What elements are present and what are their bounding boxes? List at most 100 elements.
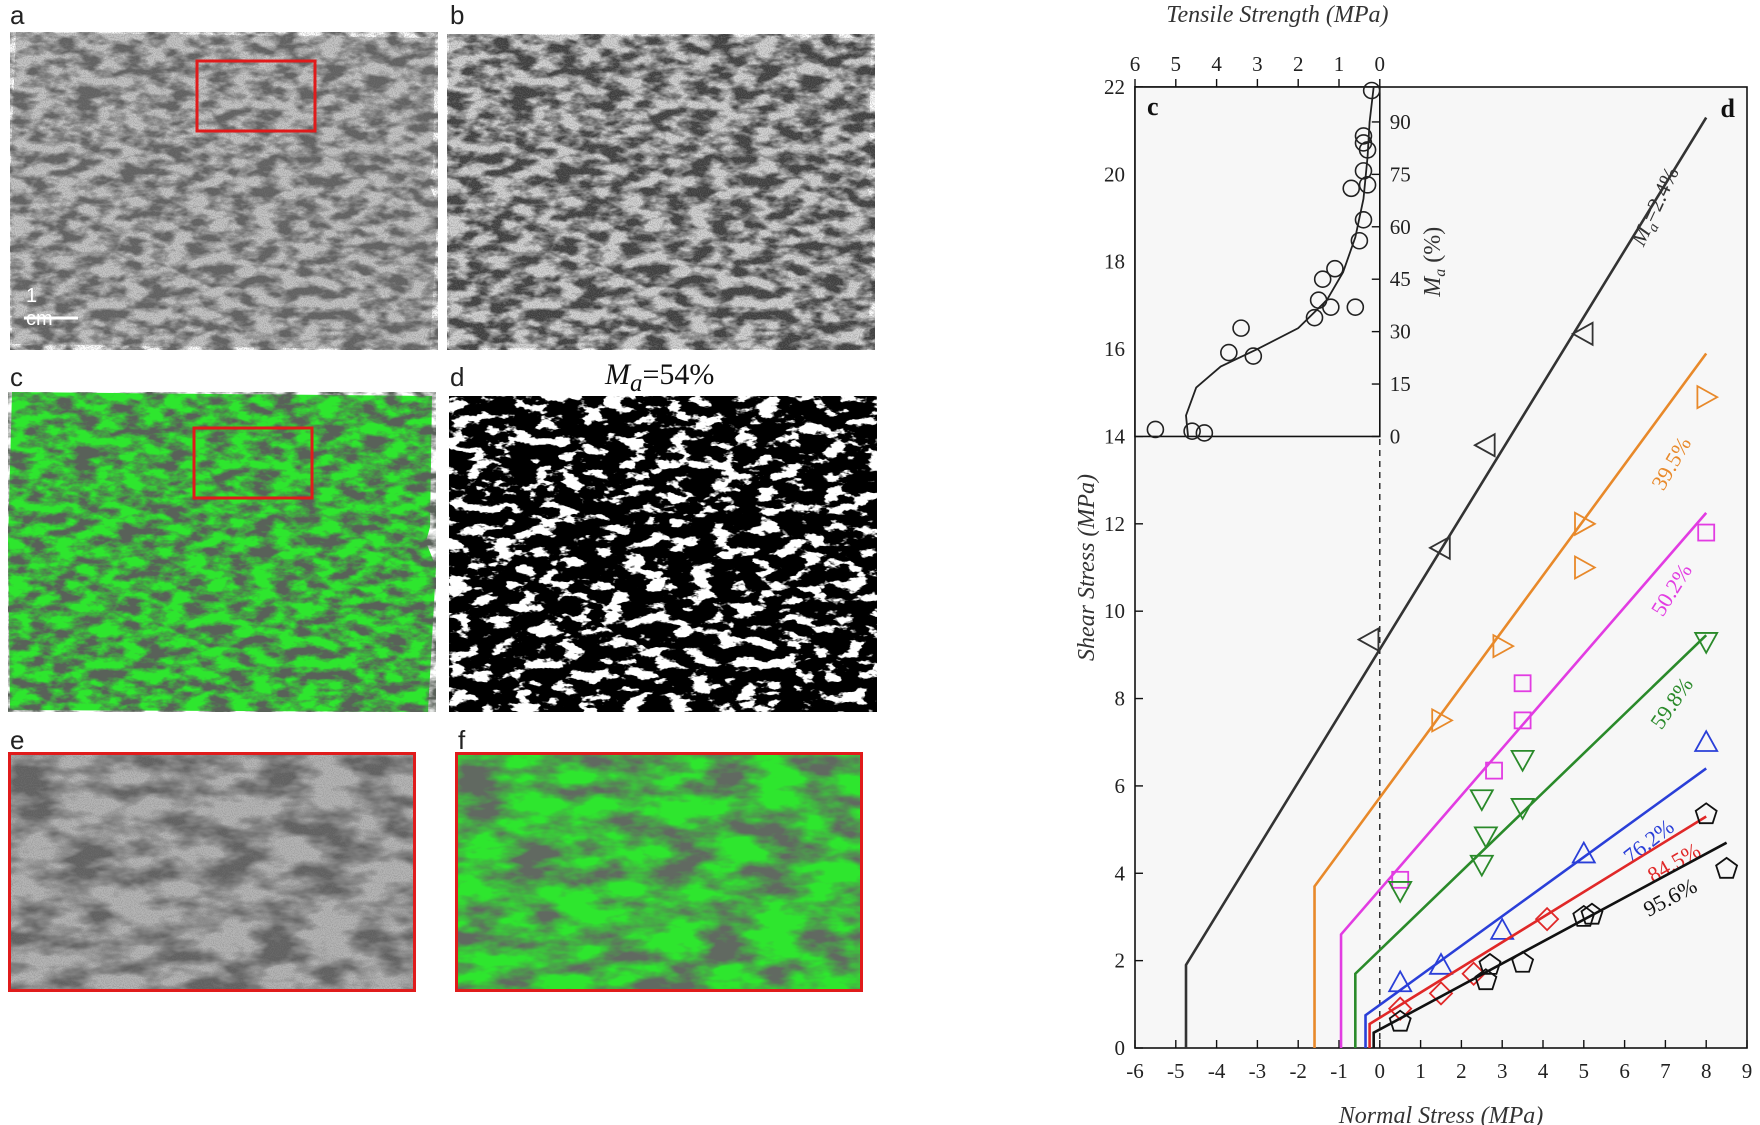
inset-x-tick-label: 6	[1130, 52, 1141, 76]
data-point	[1580, 902, 1604, 925]
panel-label-f: f	[458, 725, 466, 755]
inset-data-point	[1326, 259, 1344, 278]
highlight-box	[192, 426, 314, 500]
zoom-photo-f	[455, 752, 863, 992]
data-point	[1572, 904, 1596, 927]
inset-x-tick-label: 0	[1375, 52, 1386, 76]
inset-data-point	[1362, 81, 1381, 100]
data-point	[1478, 952, 1502, 975]
data-point	[1571, 840, 1597, 864]
highlight-box	[195, 59, 317, 133]
data-point	[1510, 750, 1536, 773]
inset-y-axis-unit: (%)	[1420, 227, 1446, 269]
data-point	[1513, 711, 1532, 730]
inset-data-point	[1354, 210, 1373, 229]
data-point	[1356, 627, 1380, 653]
data-point	[1485, 761, 1503, 780]
inset-y-tick-label: 90	[1390, 110, 1411, 134]
fit-line	[1364, 767, 1707, 1048]
inset-x-tick-label: 5	[1171, 52, 1182, 76]
x-tick-label: 6	[1619, 1059, 1630, 1083]
inset-y-axis-symbol: M	[1420, 275, 1446, 298]
inset-y-axis-title: Ma (%)	[1420, 227, 1449, 298]
data-point	[1574, 511, 1597, 537]
y-tick-label: 6	[1115, 774, 1126, 798]
segmented-photo-c	[8, 392, 438, 714]
binary-photo-d	[447, 392, 877, 714]
panel-label-c: c	[10, 362, 23, 392]
data-point	[1574, 554, 1597, 581]
inset-y-tick-label: 60	[1390, 215, 1411, 239]
y-tick-label: 2	[1115, 949, 1126, 973]
data-point	[1461, 961, 1486, 987]
data-point	[1693, 632, 1719, 655]
data-point	[1469, 854, 1495, 878]
data-point	[1431, 707, 1454, 733]
x-tick-label: 4	[1538, 1059, 1549, 1083]
inset-data-point	[1313, 270, 1332, 289]
data-point	[1428, 981, 1454, 1006]
fit-line	[1184, 116, 1708, 1048]
inset-data-point	[1146, 420, 1165, 439]
data-point	[1513, 674, 1532, 693]
y-tick-label: 14	[1104, 424, 1126, 448]
inset-y-tick-label: 45	[1390, 267, 1411, 291]
inset-data-point	[1354, 134, 1373, 152]
inset-y-axis-subscript: a	[1432, 269, 1449, 277]
x-tick-label: -4	[1208, 1059, 1226, 1083]
data-point	[1387, 969, 1413, 993]
panel-label-a: a	[10, 0, 25, 30]
y-tick-label: 16	[1104, 337, 1125, 361]
data-point	[1511, 950, 1535, 973]
inset-data-point	[1220, 343, 1238, 362]
inset-data-point	[1183, 422, 1201, 441]
inset-data-point	[1195, 424, 1214, 442]
x-tick-label: -6	[1126, 1059, 1144, 1083]
y-tick-label: 4	[1115, 861, 1126, 885]
x-tick-label: -3	[1249, 1059, 1267, 1083]
panel-label-e: e	[10, 725, 25, 755]
data-point	[1473, 826, 1499, 849]
inset-y-tick-label: 75	[1390, 162, 1411, 186]
data-point	[1391, 870, 1410, 889]
x-tick-label: 0	[1375, 1059, 1386, 1083]
inset-x-tick-label: 1	[1334, 52, 1345, 76]
inset-x-axis-title: Tensile Strength (MPa)	[1166, 2, 1388, 28]
data-point	[1473, 432, 1496, 458]
shear-stress-chart: -6 -5 -4 -3 -2 -1 0 1 2 3 4 5 6 7 8 9024681012141618202…	[1074, 2, 1753, 1125]
y-tick-label: 18	[1104, 250, 1125, 274]
rock-photo-a	[10, 32, 440, 352]
inset-x-tick-label: 2	[1293, 52, 1304, 76]
data-point	[1694, 802, 1718, 825]
data-point	[1428, 535, 1451, 561]
ma-subscript: a	[630, 370, 643, 397]
inset-panel-label-c: c	[1147, 92, 1159, 121]
x-tick-label: 5	[1579, 1059, 1590, 1083]
inset-data-point	[1232, 319, 1250, 337]
fit-line	[1368, 815, 1707, 1048]
x-tick-label: 3	[1497, 1059, 1508, 1083]
fit-line	[1339, 512, 1708, 1048]
data-point	[1534, 906, 1560, 932]
data-point	[1469, 789, 1495, 812]
data-point	[1715, 856, 1739, 879]
data-point	[1474, 968, 1498, 991]
y-tick-label: 8	[1115, 687, 1126, 711]
data-point	[1693, 729, 1719, 752]
data-point	[1387, 881, 1413, 904]
scale-bar-label: 1 cm	[26, 285, 53, 330]
inset-data-point	[1305, 308, 1324, 327]
x-axis-title: Normal Stress (MPa)	[1338, 1103, 1543, 1125]
panel-label-d: d	[450, 362, 465, 392]
data-point	[1510, 798, 1536, 821]
y-tick-label: 12	[1104, 512, 1125, 536]
panel-label-b: b	[450, 0, 465, 30]
ma-value: =54%	[642, 358, 715, 391]
x-tick-label: 2	[1456, 1059, 1467, 1083]
data-point	[1570, 321, 1594, 347]
inset-data-point	[1309, 291, 1328, 309]
inset-x-tick-label: 4	[1211, 52, 1222, 76]
inset-data-point	[1244, 347, 1263, 365]
y-tick-label: 10	[1104, 599, 1125, 623]
x-tick-label: 9	[1742, 1059, 1753, 1083]
